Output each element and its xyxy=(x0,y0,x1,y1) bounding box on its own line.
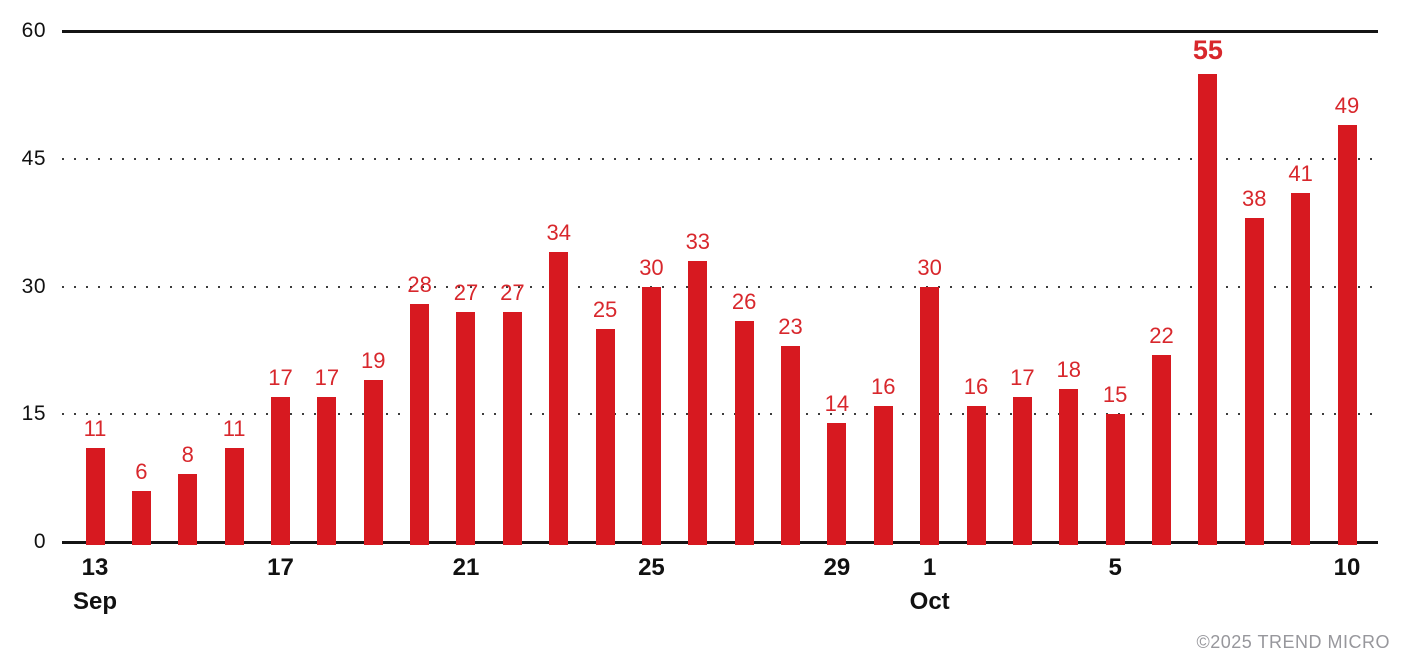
bar-value-label: 17 xyxy=(314,365,340,391)
gridline xyxy=(62,157,1378,160)
bar-value-label: 6 xyxy=(135,458,148,484)
bar xyxy=(317,397,337,545)
y-tick-label: 15 xyxy=(21,402,46,426)
bar-value-label: 17 xyxy=(268,365,293,391)
bar xyxy=(595,329,615,545)
bar xyxy=(85,448,105,545)
bar-value-label: 8 xyxy=(181,441,194,467)
bar xyxy=(549,252,569,545)
x-tick-label: 10 xyxy=(1333,554,1361,581)
bar-value-label: 27 xyxy=(500,280,525,306)
bar xyxy=(131,490,151,545)
bar xyxy=(178,473,198,545)
bar-value-label: 33 xyxy=(685,228,711,254)
bar xyxy=(827,422,847,545)
bar-value-label: 55 xyxy=(1192,34,1223,65)
bar-value-label: 25 xyxy=(592,297,618,323)
bar-value-label: 23 xyxy=(778,314,803,340)
bar-value-label: 19 xyxy=(360,348,386,374)
bar-value-label: 34 xyxy=(546,220,571,246)
y-tick-label: 0 xyxy=(33,530,46,553)
bar-value-label: 15 xyxy=(1102,382,1128,408)
bar xyxy=(688,260,708,545)
bar-value-label: 41 xyxy=(1288,160,1313,186)
bar xyxy=(1337,124,1357,545)
x-tick-label: 13 xyxy=(81,554,109,581)
x-tick-label: 21 xyxy=(452,554,480,581)
bar xyxy=(920,286,940,545)
gridline xyxy=(62,413,1378,416)
x-tick-label: 1 xyxy=(922,554,937,581)
x-tick-label: 5 xyxy=(1108,554,1122,581)
copyright-text: ©2025 TREND MICRO xyxy=(1196,632,1390,652)
bar-value-label: 22 xyxy=(1149,322,1174,348)
bar xyxy=(1244,218,1264,545)
gridline xyxy=(62,285,1378,288)
month-label: Oct xyxy=(909,588,950,615)
bar xyxy=(224,448,244,545)
bar xyxy=(966,405,986,545)
bar xyxy=(1012,397,1032,545)
bar-value-label: 18 xyxy=(1056,356,1082,382)
bar-value-label: 38 xyxy=(1242,186,1267,212)
x-tick-label: 25 xyxy=(638,554,665,581)
bar xyxy=(1152,354,1172,545)
bar xyxy=(270,397,290,545)
x-tick-label: 29 xyxy=(823,554,851,581)
bar xyxy=(734,320,754,545)
bar-value-label: 14 xyxy=(824,390,850,416)
bar-value-label: 49 xyxy=(1334,92,1360,118)
bar xyxy=(1059,388,1079,545)
axis-line xyxy=(62,541,1378,544)
y-tick-label: 30 xyxy=(21,274,46,298)
month-label: Sep xyxy=(72,588,118,615)
bar-value-label: 11 xyxy=(83,416,107,442)
bar xyxy=(781,346,801,545)
bar xyxy=(363,380,383,545)
bar xyxy=(1105,414,1125,545)
bar xyxy=(641,286,661,545)
x-tick-label: 17 xyxy=(267,554,294,581)
bar-value-label: 11 xyxy=(222,416,246,442)
bar-value-label: 27 xyxy=(453,280,479,306)
y-tick-label: 60 xyxy=(21,19,46,42)
bar-value-label: 28 xyxy=(407,271,432,297)
bar-value-label: 30 xyxy=(917,254,942,280)
bar xyxy=(1198,73,1218,545)
bar-value-label: 17 xyxy=(1010,365,1035,391)
bar xyxy=(1291,192,1311,545)
bar-value-label: 16 xyxy=(871,373,896,399)
y-tick-label: 45 xyxy=(21,146,46,170)
axis-line xyxy=(62,30,1378,33)
bar xyxy=(502,312,522,545)
bar xyxy=(410,303,430,545)
bar xyxy=(456,312,476,545)
bar-value-label: 26 xyxy=(731,288,757,314)
bar xyxy=(873,405,893,545)
bar-value-label: 30 xyxy=(639,254,664,280)
bar-value-label: 16 xyxy=(963,373,989,399)
